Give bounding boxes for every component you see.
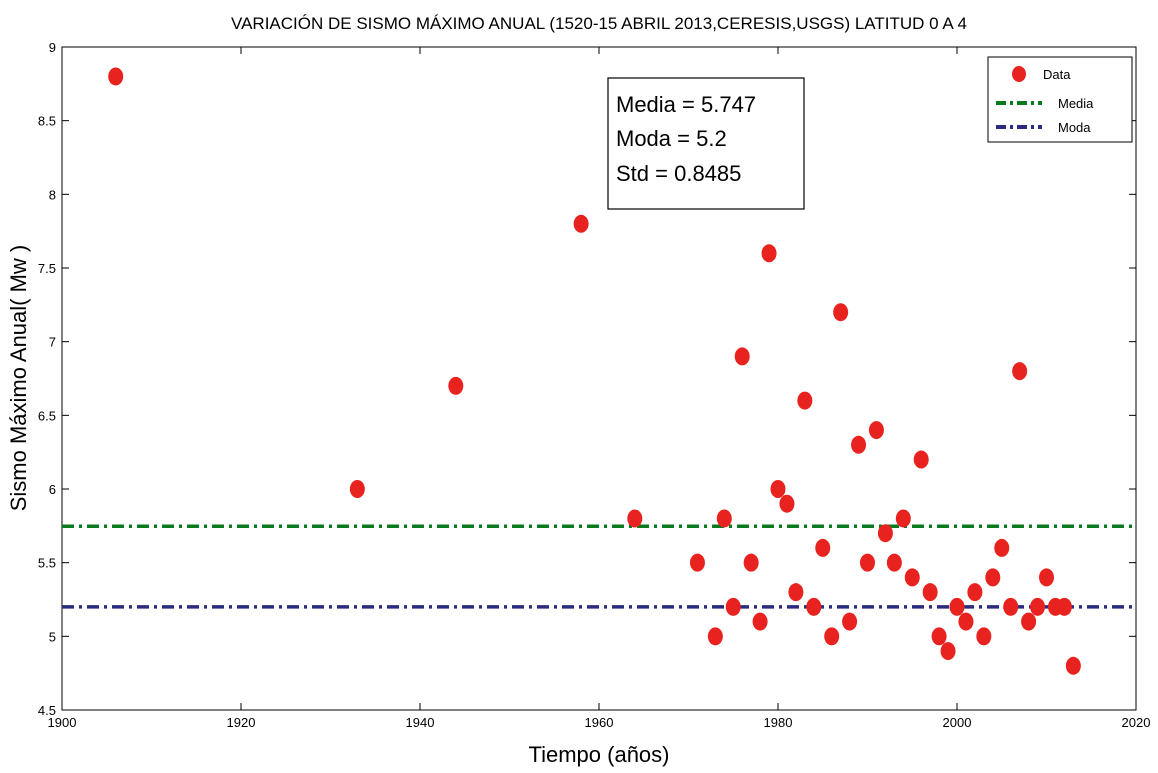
x-tick-label: 1900: [48, 715, 77, 730]
data-point: [940, 642, 956, 661]
data-point: [877, 524, 893, 543]
data-point: [734, 347, 750, 366]
x-axis-label: Tiempo (años): [528, 742, 669, 767]
x-tick-label: 1920: [227, 715, 256, 730]
axis-ticks: 1900 1920 1940 1960 1980 2000 2020 4.5 5 5.5 6 6.5 7…: [38, 40, 1151, 730]
x-tick-label: 1940: [406, 715, 435, 730]
y-tick-label: 7.5: [38, 261, 56, 276]
plot-area: [61, 46, 1137, 711]
data-point: [1056, 597, 1072, 616]
data-point: [1021, 612, 1037, 631]
data-point: [949, 597, 965, 616]
legend-data-marker: [1012, 66, 1026, 82]
data-point: [851, 435, 867, 454]
data-point: [931, 627, 947, 646]
data-point: [627, 509, 643, 528]
data-point: [895, 509, 911, 528]
legend-media-label: Media: [1058, 96, 1094, 111]
data-point: [448, 376, 464, 395]
data-point: [779, 494, 795, 513]
data-point: [716, 509, 732, 528]
stats-media: Media = 5.747: [616, 92, 756, 117]
chart-title: VARIACIÓN DE SISMO MÁXIMO ANUAL (1520-15…: [231, 14, 967, 33]
data-point: [770, 480, 786, 498]
y-tick-label: 7: [49, 335, 56, 350]
y-tick-label: 6.5: [38, 408, 56, 423]
stats-box: Media = 5.747 Moda = 5.2 Std = 0.8485: [607, 77, 805, 210]
data-point: [913, 450, 929, 469]
data-point: [904, 568, 920, 587]
data-point: [842, 612, 858, 631]
data-point: [806, 597, 822, 616]
y-tick-label: 6: [49, 482, 56, 497]
data-point: [689, 553, 705, 572]
data-point: [886, 553, 902, 572]
data-point: [761, 244, 777, 263]
x-tick-label: 2020: [1122, 715, 1151, 730]
data-point: [994, 538, 1010, 557]
y-tick-label: 5: [49, 629, 56, 644]
data-point: [725, 597, 741, 616]
y-tick-label: 4.5: [38, 703, 56, 718]
data-point: [707, 627, 723, 646]
data-point: [797, 391, 813, 410]
data-point: [743, 553, 759, 572]
data-point: [922, 583, 938, 602]
y-tick-label: 5.5: [38, 556, 56, 571]
stats-box-frame: [607, 77, 805, 210]
data-point: [108, 67, 124, 86]
y-axis-label: Sismo Máximo Anual( Mw ): [6, 245, 31, 512]
legend: Data Media Moda: [987, 56, 1133, 143]
data-point: [868, 421, 884, 440]
data-point: [985, 568, 1001, 587]
data-points: [108, 67, 1081, 675]
stats-moda: Moda = 5.2: [616, 126, 727, 151]
data-point: [349, 480, 365, 498]
data-point: [1030, 597, 1046, 616]
data-point: [752, 612, 768, 631]
y-tick-label: 8: [49, 187, 56, 202]
legend-moda-label: Moda: [1058, 120, 1091, 135]
data-point: [1003, 597, 1019, 616]
data-point: [958, 612, 974, 631]
x-tick-label: 1960: [585, 715, 614, 730]
data-point: [1039, 568, 1054, 587]
x-tick-label: 2000: [943, 715, 972, 730]
stats-std: Std = 0.8485: [616, 161, 741, 186]
data-point: [573, 214, 589, 233]
y-tick-label: 9: [49, 40, 56, 55]
data-point: [788, 583, 804, 602]
y-tick-label: 8.5: [38, 114, 56, 129]
data-point: [967, 583, 983, 602]
x-tick-label: 1980: [764, 715, 793, 730]
data-point: [976, 627, 992, 646]
legend-data-label: Data: [1043, 67, 1071, 82]
data-point: [815, 538, 831, 557]
data-point: [824, 627, 840, 646]
data-point: [1065, 656, 1081, 675]
data-point: [1012, 362, 1028, 381]
data-point: [860, 553, 875, 572]
data-point: [833, 303, 849, 322]
